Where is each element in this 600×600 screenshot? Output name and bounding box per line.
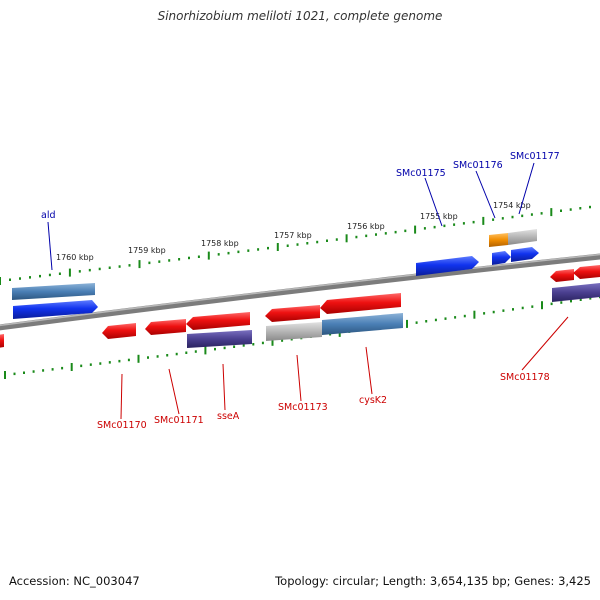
gene-ald-upper-block[interactable] [12, 283, 95, 300]
gene-cysk2-block[interactable] [322, 313, 403, 335]
gene-smc01173-arrow[interactable] [265, 305, 320, 322]
genome-stats-label: Topology: circular; Length: 3,654,135 bp… [275, 574, 591, 588]
gene-label-smc01170[interactable]: SMc01170 [97, 420, 147, 431]
gene-label-ald[interactable]: ald [41, 210, 56, 221]
gene-ssea-arrow[interactable] [186, 312, 250, 330]
gene-smc01176-arrow[interactable] [492, 251, 511, 265]
gene-label-smc01177[interactable]: SMc01177 [510, 151, 560, 162]
gene-label-ssea[interactable]: sseA [217, 411, 240, 422]
gene-smc01175-arrow[interactable] [416, 256, 479, 276]
scale-label-1756: 1756 kbp [347, 222, 385, 231]
gene-ald-arrow[interactable] [13, 300, 98, 319]
gene-smc01178-block[interactable] [552, 283, 600, 302]
gene-label-smc01176[interactable]: SMc01176 [453, 160, 503, 171]
gene-smc01173-block[interactable] [266, 322, 322, 341]
chromosome-backbone-highlight [0, 253, 600, 327]
scale-label-1759: 1759 kbp [128, 246, 166, 255]
forward-label-leaders [47, 162, 535, 271]
gene-ssea-block[interactable] [187, 330, 252, 348]
upper-scale-ticks [0, 205, 591, 285]
gene-label-smc01173[interactable]: SMc01173 [278, 402, 328, 413]
gene-smc01178-arrow-b[interactable] [573, 265, 600, 279]
gene-label-smc01178[interactable]: SMc01178 [500, 372, 550, 383]
gene-smc01176-grey-block[interactable] [508, 229, 537, 245]
scale-label-1758: 1758 kbp [201, 239, 239, 248]
gene-cysk2-arrow[interactable] [320, 293, 401, 314]
scale-label-1757: 1757 kbp [274, 231, 312, 240]
chromosome-backbone [0, 253, 600, 331]
accession-label: Accession: NC_003047 [9, 574, 140, 588]
gene-label-smc01171[interactable]: SMc01171 [154, 415, 204, 426]
gene-smc01170-arrow[interactable] [102, 323, 136, 339]
gene-smc01177-arrow[interactable] [511, 247, 539, 262]
gene-smc01171-arrow[interactable] [145, 319, 186, 335]
scale-label-1754: 1754 kbp [493, 201, 531, 210]
scale-label-1760: 1760 kbp [56, 253, 94, 262]
gene-smc01176-orange-block[interactable] [489, 233, 508, 247]
gene-left-edge-arrow[interactable] [0, 334, 4, 348]
gene-label-smc01175[interactable]: SMc01175 [396, 168, 446, 179]
forward-genes [12, 229, 539, 319]
gene-smc01178-arrow-a[interactable] [550, 269, 574, 282]
gene-label-cysk2[interactable]: cysK2 [359, 395, 387, 406]
reverse-genes [0, 265, 600, 348]
reverse-label-leaders [120, 316, 569, 420]
map-title: Sinorhizobium meliloti 1021, complete ge… [157, 9, 443, 23]
